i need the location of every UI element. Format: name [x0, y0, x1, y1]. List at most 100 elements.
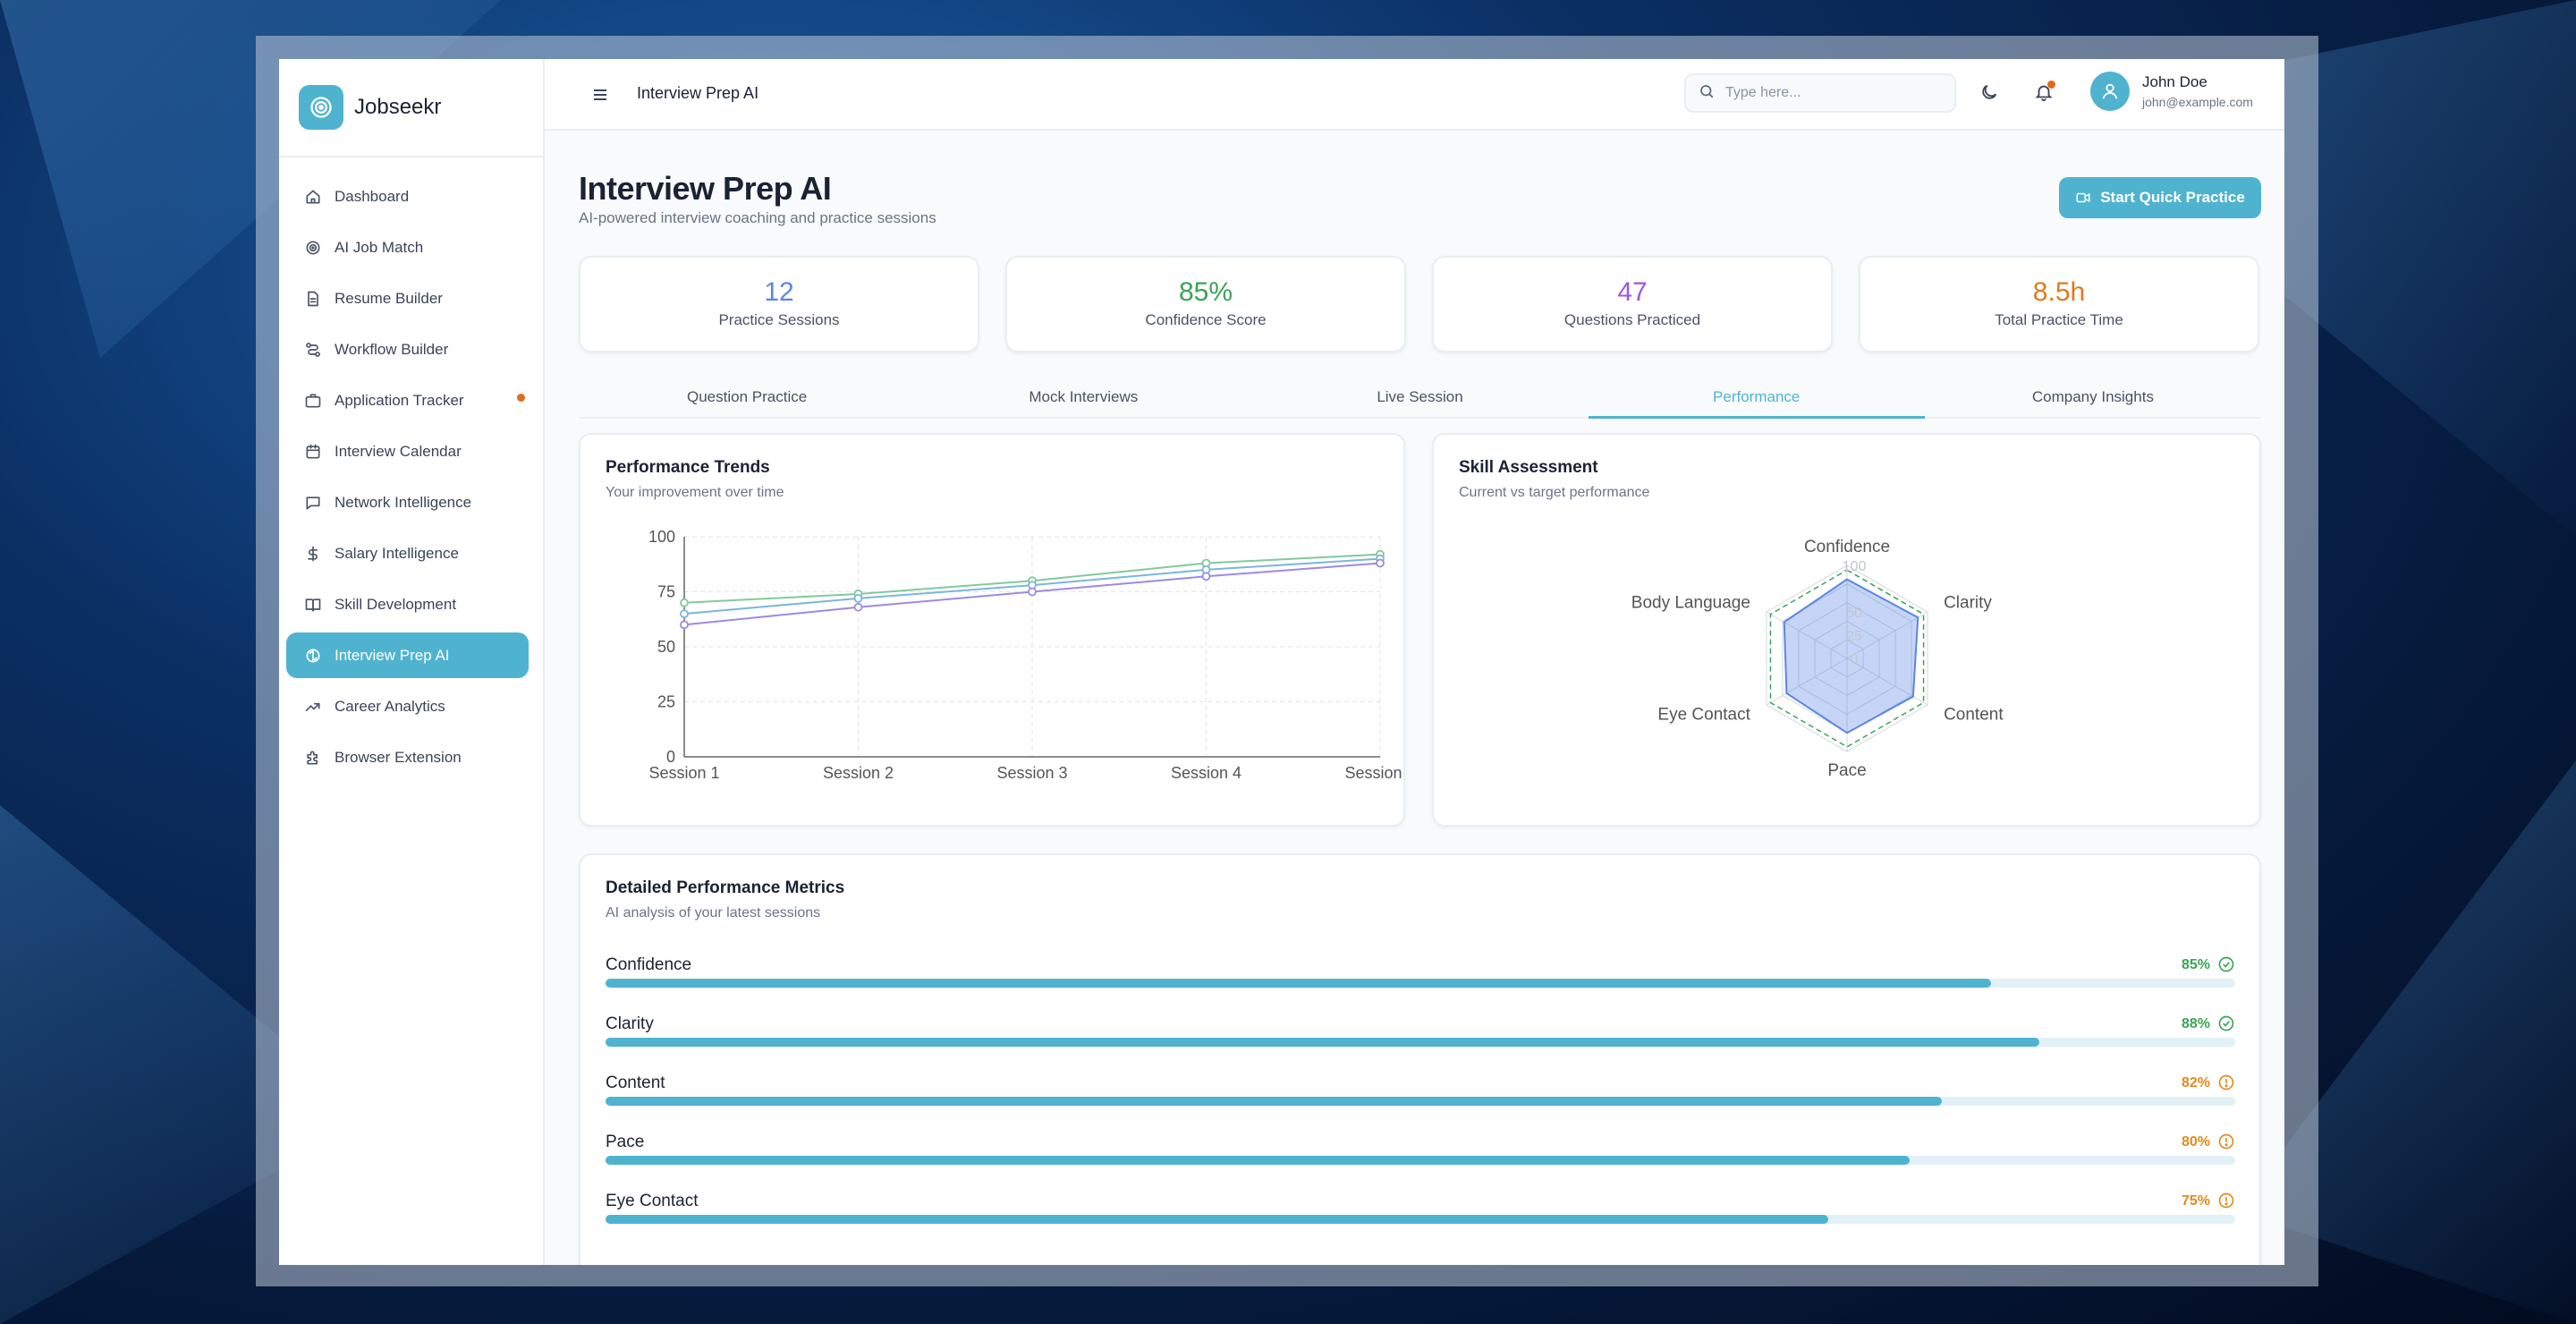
detailed-metrics-card: Detailed Performance Metrics AI analysis…: [579, 853, 2261, 1265]
sidebar-item-browser-extension[interactable]: Browser Extension: [286, 734, 529, 780]
data-point: [1201, 572, 1211, 581]
dollar-icon: [304, 545, 322, 563]
sidebar-item-ai-job-match[interactable]: AI Job Match: [286, 225, 529, 270]
sidebar-nav: Dashboard AI Job Match Resume Builder Workf…: [279, 157, 543, 780]
radar-axis-label: Clarity: [1944, 594, 1992, 613]
sidebar-item-label: Interview Calendar: [335, 442, 462, 460]
sidebar-item-label: Skill Development: [335, 595, 457, 613]
x-tick-label: Session 2: [823, 764, 894, 782]
workflow-icon: [304, 341, 322, 359]
brand[interactable]: Jobseekr: [279, 59, 543, 157]
menu-icon[interactable]: [589, 84, 611, 106]
notification-dot: [2047, 81, 2055, 89]
trends-subtitle: Your improvement over time: [606, 485, 784, 500]
progress-track: [606, 1097, 2235, 1106]
radar-spoke: [1846, 658, 1928, 706]
sidebar-item-application-tracker[interactable]: Application Tracker: [286, 378, 529, 423]
tab-mock-interviews[interactable]: Mock Interviews: [1029, 388, 1139, 405]
sidebar-item-workflow-builder[interactable]: Workflow Builder: [286, 327, 529, 372]
data-point: [680, 598, 689, 607]
brand-name: Jobseekr: [354, 95, 442, 119]
radar-tick-label: 50: [1846, 606, 1862, 621]
stat-value: 85%: [1178, 277, 1233, 307]
stat-label: Confidence Score: [1145, 311, 1267, 328]
metric-row-confidence: Confidence 85%: [606, 955, 2235, 988]
stat-card-questions-practiced: 47 Questions Practiced: [1432, 256, 1833, 352]
alert-circle-icon: [2217, 1133, 2235, 1150]
brain-icon: [304, 647, 322, 665]
tab-question-practice[interactable]: Question Practice: [687, 388, 808, 405]
sidebar-item-skill-development[interactable]: Skill Development: [286, 581, 529, 627]
tab-company-insights[interactable]: Company Insights: [2031, 388, 2154, 405]
notifications-button[interactable]: [2030, 81, 2057, 107]
metric-value: 85%: [2181, 957, 2210, 972]
quick-button-label: Start Quick Practice: [2100, 189, 2245, 206]
skills-title: Skill Assessment: [1459, 458, 1598, 477]
x-tick-label: Session 1: [648, 764, 719, 782]
radar-axis-label: Eye Contact: [1657, 705, 1750, 724]
page-title: Interview Prep AI: [579, 170, 832, 207]
book-icon: [304, 596, 322, 614]
x-tick-label: Session 4: [1171, 764, 1241, 782]
sidebar-item-career-analytics[interactable]: Career Analytics: [286, 683, 529, 729]
metrics-subtitle: AI analysis of your latest sessions: [606, 905, 821, 921]
progress-track: [606, 1215, 2235, 1224]
dark-mode-toggle[interactable]: [1976, 81, 2003, 107]
stat-value: 8.5h: [2032, 277, 2086, 307]
alert-circle-icon: [2217, 1074, 2235, 1091]
search-input[interactable]: [1725, 85, 1931, 101]
radar-spoke: [1766, 611, 1848, 659]
sidebar-item-salary-intelligence[interactable]: Salary Intelligence: [286, 530, 529, 576]
user-email: john@example.com: [2142, 95, 2253, 109]
sidebar-item-label: Career Analytics: [335, 697, 445, 715]
sidebar-item-dashboard[interactable]: Dashboard: [286, 174, 529, 219]
stat-label: Total Practice Time: [1995, 311, 2123, 328]
x-tick-label: Session 5: [1344, 764, 1407, 782]
start-quick-practice-button[interactable]: Start Quick Practice: [2059, 177, 2261, 218]
sidebar-item-interview-calendar[interactable]: Interview Calendar: [286, 429, 529, 474]
sidebar-item-label: Workflow Builder: [335, 340, 449, 358]
target-logo-icon: [299, 85, 343, 130]
bell-icon: [2034, 82, 2054, 106]
puzzle-icon: [304, 749, 322, 767]
check-circle-icon: [2217, 1014, 2235, 1032]
metric-name: Content: [606, 1074, 665, 1092]
progress-track: [606, 1156, 2235, 1165]
metrics-title: Detailed Performance Metrics: [606, 878, 845, 897]
page-subtitle: AI-powered interview coaching and practi…: [579, 209, 936, 226]
search-icon: [1699, 83, 1715, 104]
data-point: [680, 609, 689, 619]
tab-live-session[interactable]: Live Session: [1377, 388, 1463, 405]
radar-axis-label: Body Language: [1631, 594, 1750, 613]
sidebar-item-interview-prep-ai[interactable]: Interview Prep AI: [286, 632, 529, 678]
progress-fill: [606, 1215, 1828, 1224]
search-box[interactable]: [1684, 73, 1956, 113]
tab-bar: Question Practice Mock Interviews Live Ses…: [579, 372, 2261, 419]
data-point: [680, 620, 689, 630]
user-menu[interactable]: John Doe john@example.com: [2090, 72, 2253, 111]
data-point: [853, 602, 863, 612]
tab-performance[interactable]: Performance: [1588, 372, 1926, 419]
radar-axis-label: Content: [1944, 705, 2004, 724]
metric-name: Pace: [606, 1133, 645, 1151]
performance-trends-card: Performance Trends Your improvement over…: [579, 433, 1407, 827]
sidebar-item-label: Interview Prep AI: [335, 646, 450, 664]
metric-row-content: Content 82%: [606, 1074, 2235, 1106]
sidebar-item-label: Application Tracker: [335, 391, 464, 409]
data-point: [1028, 587, 1037, 597]
skill-assessment-card: Skill Assessment Current vs target perfo…: [1432, 433, 2261, 827]
sidebar-item-label: AI Job Match: [335, 238, 424, 256]
stat-value: 47: [1617, 277, 1648, 307]
metric-value: 82%: [2181, 1075, 2210, 1091]
trend-icon: [304, 698, 322, 716]
radar-tick-label: 25: [1846, 629, 1862, 644]
stat-label: Questions Practiced: [1563, 311, 1701, 328]
sidebar-item-network-intelligence[interactable]: Network Intelligence: [286, 480, 529, 525]
main-content: Interview Prep AI: [545, 59, 2284, 1265]
radar-tick-label: 100: [1843, 559, 1867, 574]
app-window: Jobseekr Dashboard AI Job Match Resume Bui…: [279, 59, 2284, 1265]
progress-track: [606, 979, 2235, 988]
metric-value: 75%: [2181, 1193, 2210, 1209]
sidebar-item-resume-builder[interactable]: Resume Builder: [286, 276, 529, 321]
radar-axis-label: Confidence: [1804, 538, 1890, 556]
